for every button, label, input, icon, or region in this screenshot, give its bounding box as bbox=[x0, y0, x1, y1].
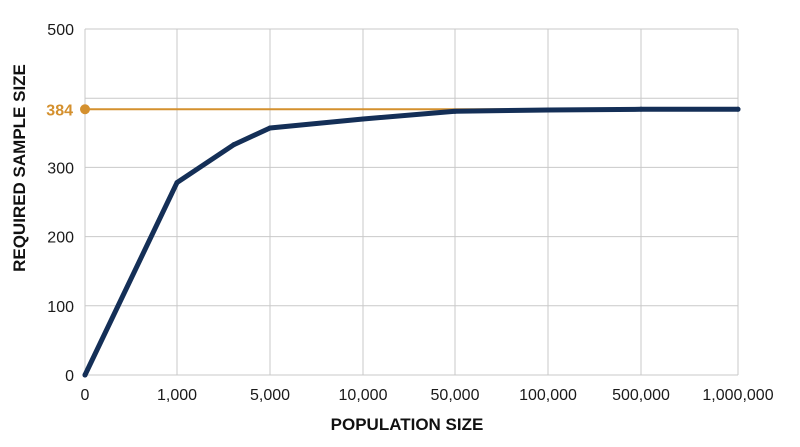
data-point bbox=[231, 142, 237, 148]
series-group bbox=[82, 106, 741, 378]
x-tick-label: 100,000 bbox=[519, 387, 577, 404]
y-tick-label: 500 bbox=[47, 22, 74, 39]
x-axis-title: POPULATION SIZE bbox=[331, 415, 484, 434]
x-axis-ticks: 0 1,000 5,000 10,000 50,000 100,000 500,000 1,0… bbox=[81, 387, 774, 404]
x-tick-label: 500,000 bbox=[612, 387, 670, 404]
y-axis-title: REQUIRED SAMPLE SIZE bbox=[10, 64, 29, 272]
data-point bbox=[452, 108, 458, 114]
y-tick-label: 0 bbox=[65, 368, 74, 385]
x-tick-label: 50,000 bbox=[431, 387, 480, 404]
y-tick-label: 100 bbox=[47, 299, 74, 316]
y-tick-label: 200 bbox=[47, 230, 74, 247]
reference-dot bbox=[80, 104, 90, 115]
y-axis-ticks: 0 100 200 300 500 bbox=[47, 22, 74, 385]
data-point bbox=[174, 180, 180, 186]
data-point bbox=[82, 372, 88, 378]
x-tick-label: 10,000 bbox=[339, 387, 388, 404]
grid-lines bbox=[84, 28, 739, 376]
data-point bbox=[735, 106, 741, 112]
data-point bbox=[545, 107, 551, 113]
x-tick-label: 1,000,000 bbox=[702, 387, 773, 404]
reference-label: 384 bbox=[46, 102, 73, 119]
x-tick-label: 1,000 bbox=[157, 387, 197, 404]
data-point bbox=[267, 125, 273, 131]
data-point bbox=[638, 106, 644, 112]
data-point bbox=[360, 116, 366, 122]
x-tick-label: 0 bbox=[81, 387, 90, 404]
series-line bbox=[82, 106, 741, 378]
y-tick-label: 300 bbox=[47, 160, 74, 177]
x-tick-label: 5,000 bbox=[250, 387, 290, 404]
